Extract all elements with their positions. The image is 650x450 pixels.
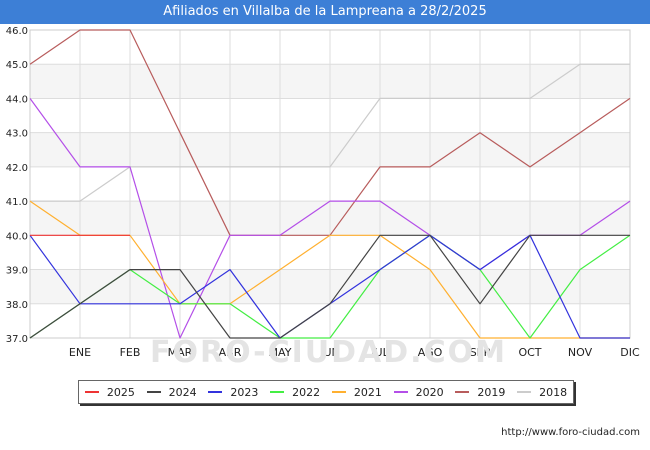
legend-label: 2018 [539,385,568,399]
chart-legend: 2025 2024 2023 2022 2021 2020 2019 2018 [78,380,574,404]
legend-item-2020: 2020 [393,385,444,399]
y-tick-label: 43.0 [6,129,28,140]
y-tick-label: 44.0 [6,94,28,105]
x-tick-label: JUN [319,346,340,359]
legend-label: 2020 [415,385,444,399]
legend-label: 2024 [168,385,197,399]
legend-swatch [146,391,161,393]
y-tick-label: 46.0 [6,26,28,37]
x-tick-label: JUL [370,346,389,359]
y-tick-label: 39.0 [6,266,28,277]
legend-label: 2025 [106,385,135,399]
x-tick-label: MAY [269,346,292,359]
watermark: FORO-CIUDAD.COM [150,335,507,370]
legend-item-2025: 2025 [84,385,135,399]
legend-item-2019: 2019 [455,386,505,399]
y-tick-label: 38.0 [6,300,28,311]
y-tick-label: 45.0 [6,60,28,71]
source-url[interactable]: http://www.foro-ciudad.com [501,427,640,438]
y-tick-label: 41.0 [6,197,28,208]
legend-label: 2019 [477,385,506,399]
legend-label: 2021 [353,385,382,399]
y-tick-label: 40.0 [6,231,28,242]
legend-item-2024: 2024 [146,385,197,399]
legend-swatch [331,391,346,393]
legend-item-2018: 2018 [517,386,567,399]
legend-item-2022: 2022 [270,386,320,399]
series-line-2024 [29,234,630,339]
x-tick-label: DIC [620,346,640,359]
x-tick-label: ENE [69,346,91,359]
x-tick-label: MAR [168,346,193,359]
legend-item-2023: 2023 [208,386,258,399]
x-tick-label: SEP [470,346,491,359]
legend-swatch [393,391,408,393]
x-tick-label: AGO [418,346,443,359]
x-tick-label: NOV [568,346,593,359]
legend-swatch [208,391,223,393]
legend-swatch [270,391,285,393]
x-tick-label: FEB [120,346,141,359]
legend-swatch [84,391,99,393]
x-tick-label: ABR [219,346,242,359]
legend-swatch [517,391,532,393]
legend-swatch [455,391,470,393]
y-tick-label: 37.0 [6,334,28,345]
legend-label: 2022 [292,385,321,399]
y-tick-label: 42.0 [6,163,28,174]
chart-title: Afiliados en Villalba de la Lampreana a … [0,0,650,24]
legend-label: 2023 [230,385,259,399]
x-tick-label: OCT [518,346,541,359]
legend-item-2021: 2021 [331,385,382,399]
